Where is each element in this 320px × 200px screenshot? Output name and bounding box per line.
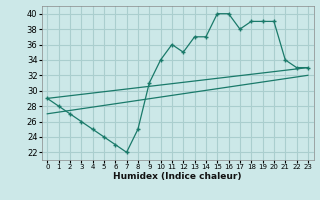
X-axis label: Humidex (Indice chaleur): Humidex (Indice chaleur) bbox=[113, 172, 242, 181]
